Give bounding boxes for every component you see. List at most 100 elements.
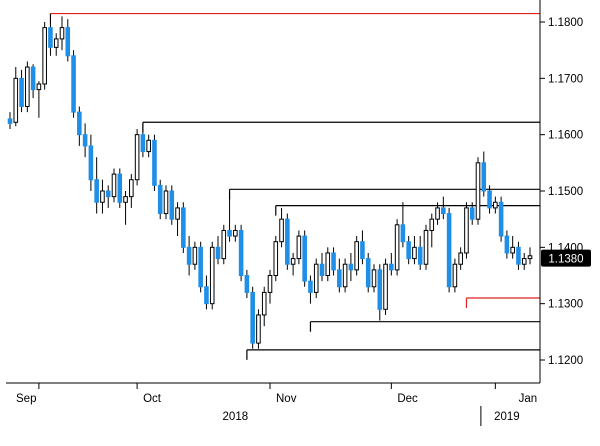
candle-26: [157, 179, 163, 220]
candle-80: [469, 202, 475, 225]
candle-55: [325, 247, 331, 282]
y-tick-label: 1.1600: [548, 130, 583, 142]
candle-18: [111, 168, 117, 203]
last-price-badge: 1.1380: [541, 249, 591, 267]
candle-body: [198, 246, 203, 288]
candle-body: [94, 179, 99, 203]
candle-62: [365, 252, 371, 293]
candle-32: [192, 241, 198, 270]
candle-58: [342, 258, 348, 293]
candle-50: [296, 230, 302, 265]
candle-body: [123, 196, 128, 203]
candle-24: [146, 134, 151, 158]
candle-88: [516, 241, 521, 270]
candle-body: [175, 207, 180, 220]
candle-body: [458, 252, 463, 265]
candle-28: [169, 185, 175, 225]
candle-body: [25, 66, 30, 107]
candle-40: [238, 224, 244, 282]
candle-body: [435, 207, 440, 220]
candle-body: [13, 77, 19, 123]
candle-body: [521, 258, 527, 265]
candle-48: [285, 213, 290, 270]
candle-body: [354, 241, 359, 271]
candle-body: [181, 207, 186, 248]
axis-layer: [6, 0, 541, 384]
candle-body: [325, 252, 331, 276]
candle-body: [19, 77, 24, 108]
candle-body: [129, 179, 134, 198]
candle-body: [527, 255, 533, 260]
candle-66: [389, 252, 394, 276]
candle-body: [383, 263, 388, 310]
candle-body: [7, 118, 13, 124]
candle-46: [273, 236, 279, 282]
candle-body: [429, 218, 435, 231]
candle-body: [498, 201, 504, 237]
candle-30: [181, 202, 186, 253]
candle-16: [100, 179, 105, 214]
candle-body: [331, 252, 336, 271]
candle-60: [354, 236, 359, 276]
candle-body: [256, 314, 261, 344]
candle-body: [290, 258, 296, 265]
candle-74: [435, 202, 440, 225]
candle-49: [290, 252, 296, 276]
x-year-label: 2018: [223, 411, 249, 423]
candle-body: [238, 229, 244, 276]
y-tick-label: 1.1200: [548, 355, 583, 367]
candle-body: [100, 190, 105, 203]
candle-body: [319, 263, 325, 277]
candle-64: [377, 264, 383, 321]
candle-39: [233, 224, 238, 242]
candle-body: [157, 184, 163, 215]
candle-body: [406, 241, 411, 260]
candle-body: [146, 139, 151, 153]
candle-0: [7, 112, 13, 130]
candle-body: [209, 246, 215, 305]
candle-body: [493, 201, 498, 209]
candle-87: [510, 236, 515, 259]
candle-13: [82, 123, 88, 158]
candle-body: [221, 229, 227, 260]
candle-body: [394, 224, 400, 271]
candle-body: [441, 207, 446, 215]
candle-body: [204, 286, 209, 305]
candle-body: [82, 134, 88, 147]
last-price-label: 1.1380: [548, 254, 583, 266]
candle-12: [77, 106, 82, 146]
candle-body: [163, 190, 169, 215]
candle-73: [429, 213, 435, 248]
candle-body: [377, 269, 383, 310]
candle-body: [36, 83, 42, 91]
candle-52: [308, 275, 313, 304]
candle-body: [348, 263, 354, 271]
candle-29: [175, 202, 180, 237]
candle-body: [233, 229, 238, 237]
candle-36: [215, 236, 221, 265]
candle-body: [313, 263, 319, 293]
candle-body: [186, 246, 192, 265]
candle-body: [481, 162, 487, 192]
candle-56: [331, 247, 336, 276]
candle-body: [48, 27, 53, 48]
candle-body: [302, 235, 307, 282]
candle-38: [227, 191, 232, 242]
candle-54: [319, 252, 325, 282]
candle-17: [105, 185, 111, 208]
candle-body: [279, 218, 284, 243]
candle-81: [475, 157, 481, 225]
candle-27: [163, 185, 169, 220]
candle-19: [117, 168, 123, 208]
candle-71: [417, 236, 423, 270]
candle-47: [279, 207, 284, 248]
candle-body: [452, 263, 458, 288]
candle-84: [493, 196, 498, 214]
candle-9: [59, 16, 65, 51]
candle-body: [261, 291, 267, 316]
candle-83: [487, 185, 492, 214]
candle-7: [48, 13, 53, 56]
candle-body: [192, 246, 198, 265]
candle-77: [452, 258, 458, 293]
candle-body: [273, 241, 279, 276]
